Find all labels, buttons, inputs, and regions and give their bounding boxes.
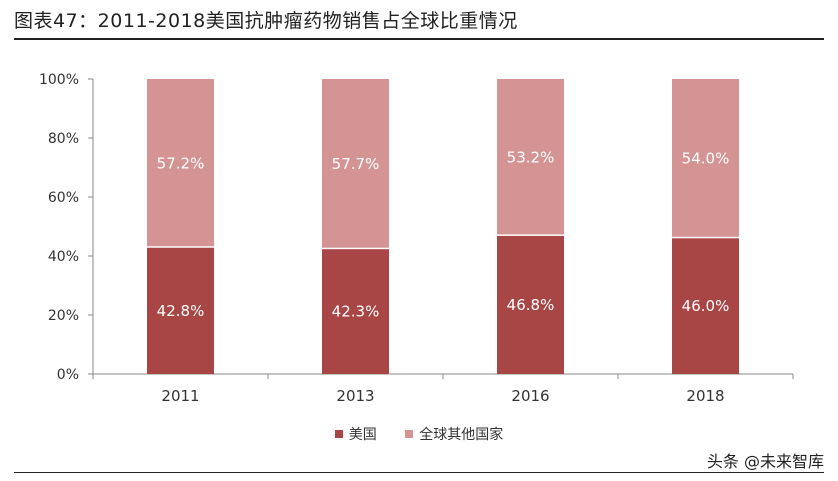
- x-tick-label: 2018: [686, 387, 724, 405]
- data-label: 42.3%: [332, 303, 380, 321]
- legend-item-usa: 美国: [334, 424, 377, 444]
- data-label: 42.8%: [157, 302, 205, 320]
- data-label: 53.2%: [507, 148, 555, 166]
- data-labels: 42.8% 57.2% 42.3% 57.7% 46.8% 53.2% 46.0% 54.0%: [157, 148, 730, 320]
- axes: 0% 20% 40% 60% 80% 100% 2011 2013 2016 2018: [39, 72, 794, 405]
- legend-item-others: 全球其他国家: [405, 424, 503, 444]
- y-tick-label: 100%: [39, 72, 79, 88]
- legend-swatch-others: [405, 430, 414, 438]
- data-label: 46.0%: [682, 297, 730, 315]
- bar-usa: [672, 238, 739, 374]
- x-tick-label: 2013: [336, 387, 374, 405]
- y-tick-label: 40%: [48, 249, 79, 265]
- bottom-divider: [14, 472, 824, 473]
- bar-usa: [147, 247, 214, 374]
- data-label: 54.0%: [682, 150, 730, 168]
- data-label: 57.2%: [157, 154, 205, 172]
- bar-usa: [322, 249, 389, 374]
- legend: 美国 全球其他国家: [0, 424, 838, 444]
- legend-label-others: 全球其他国家: [419, 427, 504, 443]
- bars: [147, 79, 739, 374]
- x-tick-label: 2016: [511, 387, 549, 405]
- watermark: 头条 @未来智库: [706, 452, 824, 471]
- x-tick-label: 2011: [161, 387, 199, 405]
- bar-others: [322, 79, 389, 248]
- title-divider: [14, 38, 824, 40]
- bar-others: [672, 79, 739, 237]
- chart-title: 图表47：2011-2018美国抗肿瘤药物销售占全球比重情况: [14, 10, 518, 32]
- legend-swatch-usa: [334, 430, 343, 438]
- y-tick-label: 80%: [48, 131, 79, 147]
- y-tick-label: 0%: [57, 367, 79, 383]
- bar-others: [147, 79, 214, 247]
- legend-label-usa: 美国: [348, 427, 377, 443]
- data-label: 57.7%: [332, 155, 380, 173]
- bar-others: [497, 79, 564, 235]
- data-label: 46.8%: [507, 296, 555, 314]
- y-tick-label: 20%: [48, 308, 79, 324]
- bar-usa: [497, 235, 564, 374]
- y-tick-label: 60%: [48, 190, 79, 206]
